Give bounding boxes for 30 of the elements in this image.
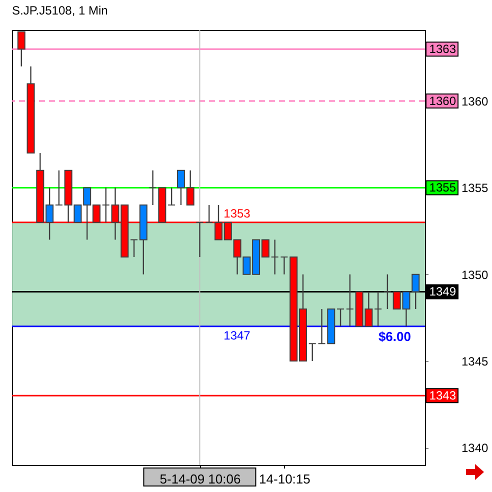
ref-line-label: 1343 — [429, 388, 456, 403]
candlestick — [346, 274, 354, 327]
candlestick — [308, 343, 316, 362]
candlestick — [196, 222, 204, 258]
x-tick-label: 14-10:15 — [259, 472, 310, 486]
annotation: 1353 — [224, 206, 251, 220]
ref-line-label: 1363 — [429, 42, 456, 56]
ref-line-label: 1355 — [429, 180, 456, 195]
y-tick-label: 1360 — [462, 94, 489, 109]
candlestick — [17, 31, 26, 67]
candlestick — [336, 308, 345, 327]
candlestick — [205, 204, 214, 223]
y-tick-label: 1340 — [462, 441, 489, 456]
annotation: 1347 — [224, 328, 251, 342]
candlestick — [130, 239, 138, 258]
candlestick — [270, 239, 279, 275]
candlestick — [374, 291, 382, 327]
annotation: $6.00 — [377, 329, 412, 344]
y-tick-label: 1345 — [462, 354, 489, 369]
chart-title: S.JP.J5108, 1 Min — [12, 4, 108, 18]
ref-line-label: 1360 — [429, 94, 456, 108]
ref-line-label: 1349 — [429, 284, 456, 299]
x-tick-label: 5-14-09 10:06 — [160, 472, 241, 486]
candlestick — [102, 187, 110, 223]
candlestick — [54, 170, 63, 206]
candlestick — [383, 274, 392, 310]
y-tick-label: 1355 — [462, 181, 489, 196]
candlestick — [280, 256, 288, 275]
candlestick — [168, 187, 176, 206]
y-tick-label: 1350 — [462, 268, 489, 282]
